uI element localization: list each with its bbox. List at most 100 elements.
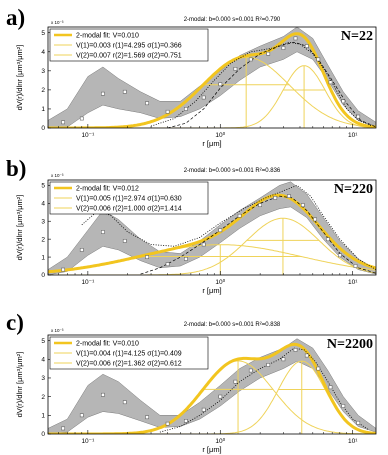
y-axis-label: dV(r)/dlnr [μm³/μm²] — [15, 45, 24, 111]
x-tick-label: 10¹ — [348, 438, 358, 445]
y-tick-label: 0 — [41, 125, 45, 132]
data-point — [328, 385, 333, 390]
data-point — [341, 404, 346, 408]
y-tick-label: 4 — [41, 356, 45, 363]
y-tick-label: 3 — [41, 218, 45, 225]
y-exponent-label: x 10⁻³ — [51, 20, 64, 25]
data-point — [248, 57, 253, 62]
dotted-model-curve — [81, 184, 376, 270]
data-point — [300, 203, 305, 208]
legend-entry: V(2)=0.007 r(2)=1.569 σ(2)=0.751 — [76, 53, 182, 60]
legend: 2-modal fit: V=0.010 V(1)=0.003 r(1)=4.29… — [49, 28, 209, 62]
data-point — [61, 267, 66, 272]
plot-frame — [47, 334, 377, 435]
y-axis-label: dV(r)/dlnr [μm³/μm²] — [15, 195, 24, 261]
legend-entry: 2-modal fit: V=0.010 — [76, 33, 139, 40]
data-point — [184, 256, 188, 261]
data-point — [145, 415, 150, 420]
data-point — [293, 36, 298, 41]
data-point — [353, 264, 358, 268]
data-point — [79, 248, 84, 252]
y-tick-label: 1 — [41, 413, 45, 420]
data-point — [218, 82, 223, 87]
sample-size-label: N=220 — [334, 182, 373, 197]
data-point — [286, 194, 291, 199]
data-point — [201, 242, 206, 247]
panel-letter: c) — [6, 310, 24, 335]
panel-b: 0 1 2 3 4 5 10⁻¹ 10⁰ 10¹ x 10⁻³ 2-modal: b=0.000 s… — [6, 156, 377, 295]
y-tick-label: 4 — [41, 201, 45, 208]
y-tick-label: 2 — [41, 236, 45, 243]
data-point — [341, 99, 346, 104]
panel-c: 0 1 2 3 4 5 10⁻¹ 10⁰ 10¹ x 10⁻³ 2-modal: b=0.000 s… — [6, 310, 377, 454]
data-point — [79, 116, 84, 121]
data-point — [101, 91, 105, 96]
data-point — [233, 67, 238, 71]
y-tick-label: 5 — [41, 338, 45, 345]
data-point — [266, 51, 271, 56]
x-tick-label: 10⁻¹ — [81, 132, 95, 139]
x-tick-label: 10⁰ — [215, 131, 225, 139]
legend: 2-modal fit: V=0.012 V(1)=0.005 r(1)=2.97… — [49, 181, 209, 215]
y-tick-label: 1 — [41, 106, 45, 113]
data-point — [79, 413, 84, 418]
y-tick-label: 0 — [41, 431, 45, 438]
x-tick-label: 10¹ — [348, 279, 358, 286]
panel-letter: b) — [6, 156, 26, 181]
y-axis-label: dV(r)/dlnr [μm³/μm²] — [15, 352, 24, 418]
x-axis-label: r [μm] — [202, 286, 221, 295]
panel-letter: a) — [6, 5, 25, 30]
panel-title: 2-modal: b=0.000 s=0.001 R²=0.836 — [184, 168, 281, 174]
data-point — [293, 347, 298, 352]
data-point — [61, 120, 66, 125]
uncertainty-band — [48, 181, 376, 275]
y-exponent-label: x 10⁻³ — [51, 173, 64, 178]
uncertainty-band — [48, 338, 376, 434]
legend-box — [49, 28, 209, 62]
data-point — [145, 255, 150, 260]
data-point — [218, 228, 223, 233]
data-point — [356, 114, 361, 119]
plot-frame — [47, 179, 377, 276]
mode-1-curve — [48, 217, 376, 275]
data-point — [356, 420, 361, 425]
y-tick-label: 0 — [41, 272, 45, 279]
data-point — [233, 379, 238, 384]
sample-size-label: N=22 — [341, 29, 373, 44]
legend-entry: 2-modal fit: V=0.010 — [76, 341, 139, 348]
x-tick-label: 10⁰ — [215, 278, 225, 286]
legend-entry: V(2)=0.006 r(2)=1.000 σ(2)=1.414 — [76, 206, 182, 213]
x-tick-label: 10⁰ — [215, 437, 225, 445]
x-tick-label: 10¹ — [348, 132, 358, 139]
x-tick-label: 10⁻¹ — [81, 279, 95, 286]
data-point — [313, 217, 318, 222]
legend-entry: V(1)=0.005 r(1)=2.974 σ(1)=0.630 — [76, 196, 182, 203]
legend-entry: V(2)=0.006 r(2)=1.362 σ(2)=0.612 — [76, 361, 182, 368]
data-point — [145, 101, 150, 106]
plot-content — [48, 181, 376, 275]
data-point — [165, 109, 170, 114]
data-point — [237, 213, 242, 218]
data-point — [122, 239, 127, 243]
data-point — [248, 368, 253, 373]
data-point — [281, 46, 286, 50]
legend-box — [49, 336, 209, 370]
sample-size-label: N=2200 — [327, 337, 373, 352]
data-point — [304, 353, 309, 358]
data-point — [61, 426, 66, 431]
y-tick-label: 4 — [41, 49, 45, 56]
data-point — [101, 392, 105, 397]
data-point — [101, 230, 105, 234]
y-tick-label: 3 — [41, 375, 45, 382]
data-point — [325, 237, 330, 242]
data-point — [165, 421, 170, 426]
data-point — [316, 57, 321, 62]
data-point — [258, 203, 263, 208]
y-tick-label: 5 — [41, 30, 45, 37]
panel-a: 0 1 2 3 4 5 10⁻¹ 10⁰ 10¹ x 10⁻³ 2-modal: b=0.000 s… — [6, 5, 377, 148]
data-point — [316, 366, 321, 371]
data-point — [122, 400, 127, 405]
data-point — [218, 394, 223, 399]
mode-1-curve — [48, 65, 376, 128]
